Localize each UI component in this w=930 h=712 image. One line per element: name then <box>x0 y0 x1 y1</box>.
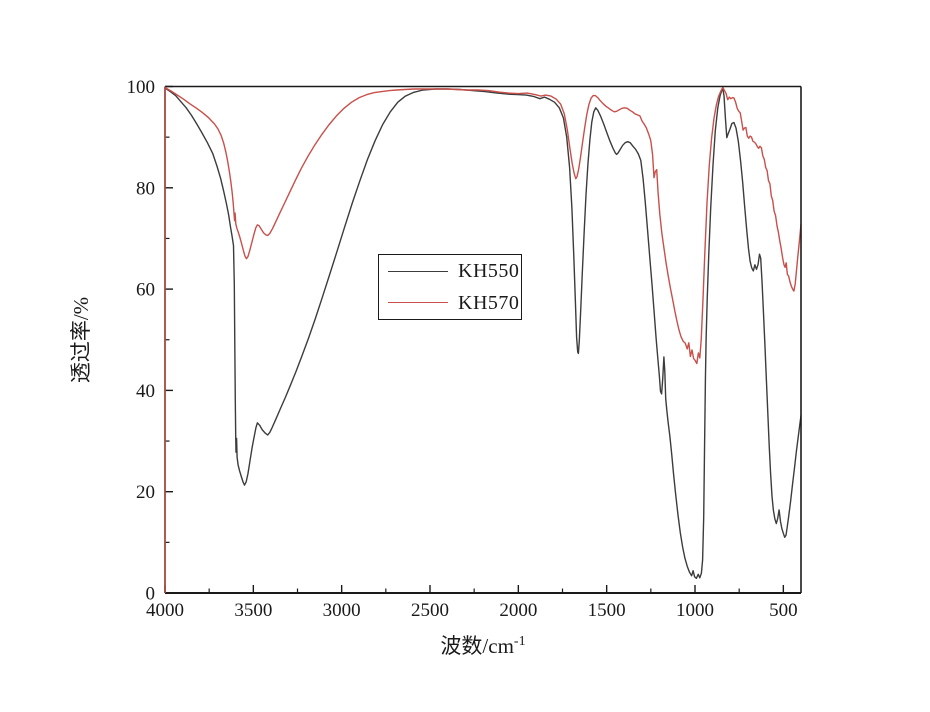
y-tick-label: 20 <box>136 482 155 503</box>
x-tick-label: 3000 <box>323 600 361 621</box>
x-tick-label: 500 <box>769 600 798 621</box>
legend-item-kh570: KH570 <box>379 288 521 318</box>
legend-item-kh550: KH550 <box>379 256 521 286</box>
y-tick-label: 80 <box>136 178 155 199</box>
y-tick-label: 100 <box>127 77 156 98</box>
x-tick-label: 4000 <box>146 600 184 621</box>
y-axis-title: 透过率/% <box>69 296 93 384</box>
y-tick-label: 0 <box>146 584 156 605</box>
legend-label-kh550: KH550 <box>458 260 520 283</box>
legend: KH550 KH570 <box>378 254 522 320</box>
legend-line-kh550 <box>388 270 448 272</box>
x-tick-label: 2000 <box>499 600 537 621</box>
x-tick-label: 2500 <box>411 600 449 621</box>
x-tick-label: 1500 <box>588 600 626 621</box>
x-axis-title-superscript: -1 <box>513 634 526 649</box>
x-axis-title-text: 波数/cm <box>440 634 514 658</box>
x-tick-label: 1000 <box>676 600 714 621</box>
kh570-curve <box>164 86 802 365</box>
kh550-curve <box>164 87 802 579</box>
x-tick-label: 3500 <box>234 600 272 621</box>
x-axis-title: 波数/cm-1 <box>440 630 525 660</box>
y-tick-label: 40 <box>136 381 155 402</box>
y-tick-label: 60 <box>136 280 155 301</box>
legend-label-kh570: KH570 <box>458 291 520 314</box>
legend-line-kh570 <box>388 302 448 304</box>
